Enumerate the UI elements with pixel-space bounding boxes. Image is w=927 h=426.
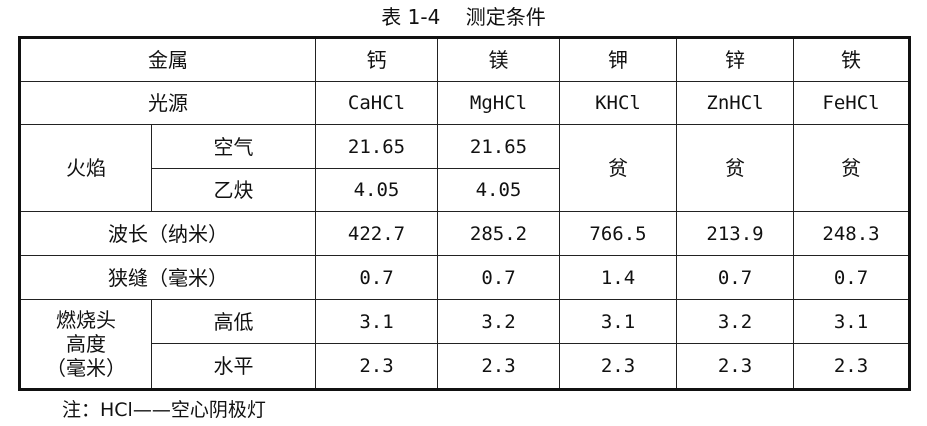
- table-row-burner-level: 水平 2.3 2.3 2.3 2.3 2.3: [20, 343, 910, 390]
- table-caption: 表 1-4 测定条件: [381, 5, 546, 29]
- slit-zn: 0.7: [676, 255, 794, 300]
- slit-k: 1.4: [559, 255, 677, 300]
- subheader-high-low: 高低: [151, 299, 316, 344]
- subheader-level: 水平: [151, 343, 316, 390]
- level-zn: 2.3: [676, 343, 794, 390]
- acetylene-mg: 4.05: [437, 168, 560, 212]
- air-mg: 21.65: [437, 124, 560, 169]
- table-row-slit: 狭缝（毫米） 0.7 0.7 1.4 0.7 0.7: [19, 255, 910, 300]
- metal-header-fe: 铁: [793, 37, 910, 82]
- high-low-mg: 3.2: [437, 299, 560, 344]
- flame-lean-zn: 贫: [676, 124, 794, 212]
- burner-label-line-2: 高度: [66, 332, 106, 356]
- level-ca: 2.3: [315, 343, 438, 390]
- light-source-fe: FeHCl: [793, 81, 910, 125]
- table-row-metal: 金属 钙 镁 钾 锌 铁: [19, 37, 910, 82]
- light-source-ca: CaHCl: [315, 81, 438, 125]
- table-row-wavelength: 波长（纳米） 422.7 285.2 766.5 213.9 248.3: [19, 211, 910, 256]
- slit-mg: 0.7: [437, 255, 560, 300]
- level-k: 2.3: [559, 343, 677, 390]
- measurement-conditions-table: 金属 钙 镁 钾 锌 铁 光源 CaHCl MgHCl KHCl ZnHCl F…: [18, 36, 911, 391]
- light-source-k: KHCl: [559, 81, 677, 125]
- high-low-fe: 3.1: [793, 299, 910, 344]
- metal-header-ca: 钙: [315, 37, 438, 82]
- row-header-metal: 金属: [19, 37, 316, 82]
- air-ca: 21.65: [315, 124, 438, 169]
- slit-ca: 0.7: [315, 255, 438, 300]
- metal-header-mg: 镁: [437, 37, 560, 82]
- high-low-zn: 3.2: [676, 299, 794, 344]
- burner-label-line-1: 燃烧头: [56, 308, 116, 332]
- level-mg: 2.3: [437, 343, 560, 390]
- wavelength-fe: 248.3: [793, 211, 910, 256]
- flame-lean-k: 贫: [559, 124, 677, 212]
- flame-lean-fe: 贫: [793, 124, 910, 212]
- high-low-ca: 3.1: [315, 299, 438, 344]
- level-fe: 2.3: [793, 343, 910, 390]
- light-source-zn: ZnHCl: [676, 81, 794, 125]
- subheader-acetylene: 乙炔: [151, 168, 316, 212]
- row-header-light-source: 光源: [19, 81, 316, 125]
- row-header-wavelength: 波长（纳米）: [19, 211, 316, 256]
- table-row-flame-acetylene: 乙炔 4.05 4.05: [20, 168, 910, 212]
- table-row-flame-air: 火焰 空气 21.65 21.65 贫 贫 贫: [19, 124, 910, 212]
- wavelength-mg: 285.2: [437, 211, 560, 256]
- metal-header-k: 钾: [559, 37, 677, 82]
- row-header-flame: 火焰: [19, 124, 152, 212]
- wavelength-k: 766.5: [559, 211, 677, 256]
- table-row-light-source: 光源 CaHCl MgHCl KHCl ZnHCl FeHCl: [19, 81, 910, 125]
- light-source-mg: MgHCl: [437, 81, 560, 125]
- table-row-burner-high-low: 燃烧头 高度 （毫米） 高低 3.1 3.2 3.1 3.2 3.1: [19, 299, 910, 390]
- acetylene-ca: 4.05: [315, 168, 438, 212]
- wavelength-zn: 213.9: [676, 211, 794, 256]
- wavelength-ca: 422.7: [315, 211, 438, 256]
- metal-header-zn: 锌: [676, 37, 794, 82]
- row-header-burner-height: 燃烧头 高度 （毫米）: [19, 299, 152, 390]
- burner-label-line-3: （毫米）: [46, 356, 126, 380]
- row-header-slit: 狭缝（毫米）: [19, 255, 316, 300]
- table-footnote: 注：HCl——空心阴极灯: [62, 399, 266, 421]
- subheader-air: 空气: [151, 124, 316, 169]
- slit-fe: 0.7: [793, 255, 910, 300]
- high-low-k: 3.1: [559, 299, 677, 344]
